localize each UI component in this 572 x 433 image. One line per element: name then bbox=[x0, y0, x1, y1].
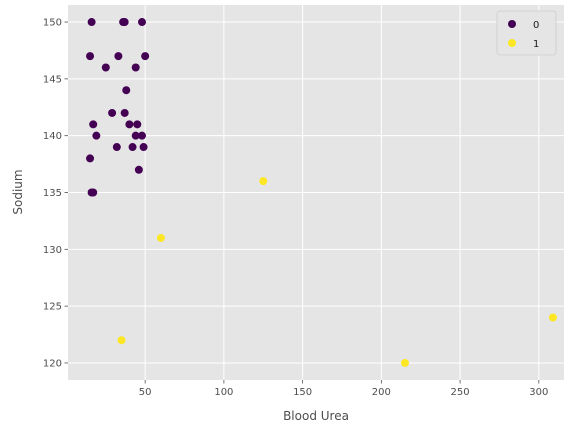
data-point-series-0 bbox=[120, 108, 129, 117]
data-point-series-0 bbox=[131, 63, 140, 72]
data-point-series-0 bbox=[101, 63, 110, 72]
legend-label-1: 1 bbox=[533, 39, 539, 50]
grid-lines bbox=[68, 5, 564, 380]
y-tick-label: 140 bbox=[43, 131, 62, 142]
x-tick-label: 250 bbox=[451, 387, 470, 398]
data-point-series-1 bbox=[117, 336, 126, 345]
data-point-series-1 bbox=[156, 233, 165, 242]
x-tick-label: 50 bbox=[139, 387, 152, 398]
data-point-series-0 bbox=[86, 154, 95, 163]
data-point-series-0 bbox=[141, 52, 150, 61]
y-tick-label: 120 bbox=[43, 358, 62, 369]
x-tick-label: 200 bbox=[372, 387, 391, 398]
data-point-series-1 bbox=[548, 313, 557, 322]
data-point-series-1 bbox=[400, 358, 409, 367]
x-tick-label: 300 bbox=[529, 387, 548, 398]
x-tick-label: 150 bbox=[293, 387, 312, 398]
data-point-series-0 bbox=[112, 143, 121, 152]
data-point-series-0 bbox=[114, 52, 123, 61]
data-point-series-0 bbox=[138, 18, 147, 27]
data-point-series-0 bbox=[138, 131, 147, 140]
y-tick-label: 135 bbox=[43, 188, 62, 199]
data-points bbox=[86, 18, 557, 367]
x-tick-label: 100 bbox=[214, 387, 233, 398]
data-point-series-0 bbox=[139, 143, 148, 152]
y-axis-label: Sodium bbox=[11, 169, 25, 214]
legend-marker-1 bbox=[508, 39, 516, 47]
data-point-series-0 bbox=[87, 18, 96, 27]
legend-box bbox=[496, 10, 557, 56]
y-tick-label: 125 bbox=[43, 302, 62, 313]
data-point-series-0 bbox=[120, 18, 129, 27]
data-point-series-0 bbox=[89, 120, 98, 129]
data-point-series-0 bbox=[89, 188, 98, 197]
data-point-series-1 bbox=[259, 177, 268, 186]
y-tick-label: 145 bbox=[43, 74, 62, 85]
legend-marker-0 bbox=[508, 20, 516, 28]
legend: 01 bbox=[496, 10, 557, 56]
data-point-series-0 bbox=[92, 131, 101, 140]
data-point-series-0 bbox=[133, 120, 142, 129]
x-axis-ticks: 50 100 150 200 250 300 bbox=[139, 380, 548, 398]
data-point-series-0 bbox=[108, 108, 117, 117]
data-point-series-0 bbox=[131, 131, 140, 140]
data-point-series-0 bbox=[128, 143, 137, 152]
data-point-series-0 bbox=[122, 86, 131, 95]
y-tick-label: 150 bbox=[43, 18, 62, 29]
x-axis-label: Blood Urea bbox=[283, 409, 349, 423]
y-axis-ticks: 120 125 130 135 140 145 150 bbox=[43, 18, 68, 369]
data-point-series-0 bbox=[125, 120, 134, 129]
legend-label-0: 0 bbox=[533, 20, 539, 31]
y-tick-label: 130 bbox=[43, 245, 62, 256]
data-point-series-0 bbox=[86, 52, 95, 61]
data-point-series-0 bbox=[134, 165, 143, 174]
